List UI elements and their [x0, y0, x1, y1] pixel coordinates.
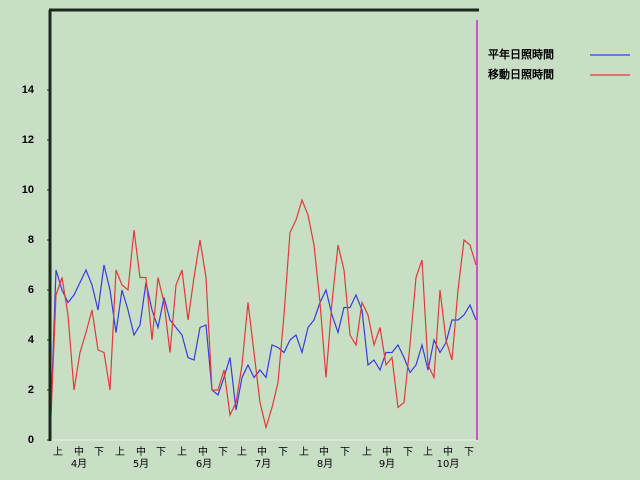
month-label: 9月: [379, 458, 395, 470]
y-tick-label: 6: [28, 284, 34, 296]
x-tick-label: 中: [443, 445, 453, 458]
month-label: 4月: [71, 458, 87, 470]
x-tick-label: 中: [74, 445, 84, 458]
month-label: 7月: [255, 458, 271, 470]
x-tick-label: 上: [177, 446, 187, 458]
month-label: 10月: [437, 458, 460, 470]
y-tick-label: 4: [28, 334, 35, 346]
x-tick-label: 下: [464, 447, 474, 458]
x-tick-label: 上: [115, 446, 125, 458]
legend-label: 移動日照時間: [488, 67, 554, 81]
y-tick-label: 2: [28, 384, 34, 396]
x-tick-label: 下: [340, 447, 350, 458]
month-label: 5月: [133, 458, 149, 470]
x-tick-label: 下: [156, 447, 166, 458]
x-tick-label: 上: [299, 446, 309, 458]
month-label: 8月: [317, 458, 333, 470]
x-tick-label: 中: [257, 445, 267, 458]
series-line: [49, 264, 477, 441]
x-tick-label: 中: [136, 445, 146, 458]
x-tick-label: 中: [382, 445, 392, 458]
plot-area: [49, 198, 477, 441]
x-tick-label: 上: [53, 446, 63, 458]
x-tick-label: 下: [278, 447, 288, 458]
month-label: 6月: [196, 458, 212, 470]
y-tick-label: 8: [28, 234, 34, 246]
series-line: [49, 198, 477, 441]
x-tick-label: 下: [403, 447, 413, 458]
x-tick-label: 中: [198, 445, 208, 458]
x-tick-label: 上: [423, 446, 433, 458]
y-tick-label: 12: [22, 134, 34, 146]
x-tick-label: 上: [237, 446, 247, 458]
y-tick-label: 10: [22, 184, 34, 196]
x-tick-label: 上: [362, 446, 372, 458]
legend-label: 平年日照時間: [488, 47, 554, 61]
y-tick-label: 0: [28, 434, 34, 446]
y-tick-label: 14: [22, 84, 35, 96]
x-tick-label: 下: [94, 447, 104, 458]
x-tick-label: 下: [218, 447, 228, 458]
x-tick-label: 中: [319, 445, 329, 458]
